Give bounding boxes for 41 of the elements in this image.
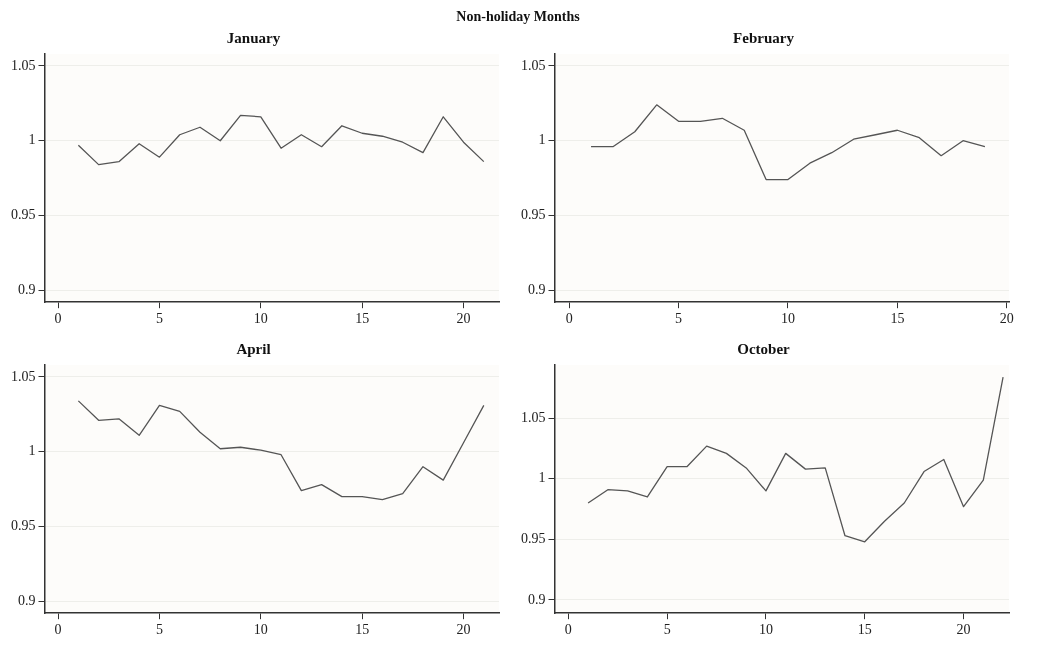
x-tick-label: 20 (456, 311, 471, 327)
y-tick-label: 1 (28, 443, 36, 459)
x-tick-label: 5 (155, 311, 163, 327)
y-tick-label: 0.9 (528, 591, 546, 607)
x-tick-label: 5 (675, 311, 683, 327)
x-tick-label: 10 (758, 622, 773, 638)
chart-title: April (236, 340, 271, 357)
x-tick-label: 0 (565, 311, 573, 327)
y-tick-label: 0.9 (18, 281, 36, 297)
y-tick-label: 0.95 (521, 207, 546, 223)
x-tick-label: 15 (857, 622, 872, 638)
y-tick-label: 0.95 (11, 207, 36, 223)
x-tick-label: 5 (155, 622, 163, 638)
x-tick-label: 15 (355, 311, 370, 327)
y-tick-label: 0.95 (11, 518, 36, 534)
y-tick-label: 0.9 (18, 592, 36, 608)
x-tick-label: 10 (253, 311, 268, 327)
x-tick-label: 0 (54, 622, 62, 638)
y-tick-label: 1 (538, 132, 546, 148)
y-tick-label: 0.9 (528, 281, 546, 297)
x-tick-label: 0 (54, 311, 62, 327)
y-tick-label: 1 (538, 470, 546, 486)
x-tick-label: 20 (999, 311, 1014, 327)
x-tick-label: 0 (564, 622, 572, 638)
text: Non-holiday Months (455, 8, 581, 26)
y-tick-label: 1.05 (521, 409, 546, 425)
y-tick-label: 0.95 (521, 531, 546, 547)
x-tick-label: 20 (456, 622, 471, 638)
y-tick-label: 1.05 (11, 57, 36, 73)
x-tick-label: 15 (355, 622, 370, 638)
chart-title: January (226, 29, 281, 46)
x-tick-label: 5 (663, 622, 671, 638)
x-tick-label: 20 (956, 622, 971, 638)
chart-title: February (733, 29, 795, 46)
y-tick-label: 1 (28, 132, 36, 148)
x-tick-label: 10 (253, 622, 268, 638)
x-tick-label: 15 (890, 311, 905, 327)
chart-title: October (737, 340, 791, 357)
y-tick-label: 1.05 (11, 368, 36, 384)
x-tick-label: 10 (780, 311, 795, 327)
y-tick-label: 1.05 (521, 57, 546, 73)
